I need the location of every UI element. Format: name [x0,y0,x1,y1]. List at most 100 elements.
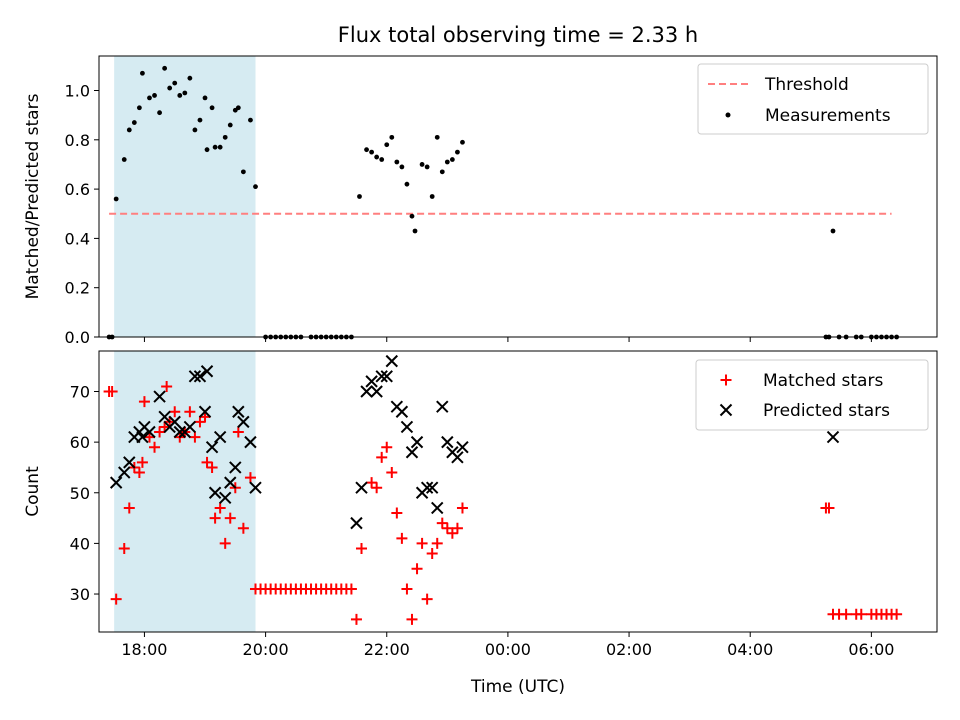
measurements-point [152,93,157,98]
measurements-point [357,194,362,199]
measurements-point [419,162,425,167]
x-tick-label: 02:00 [606,640,652,659]
measurements-point [113,196,119,202]
measurements-point [374,154,380,160]
matched-stars-point [161,380,173,392]
predicted-stars-point [109,476,123,489]
measurements-point [131,120,137,125]
x-tick-label: 20:00 [243,640,289,659]
legend-marker [719,403,733,417]
matched-stars-point [891,608,903,620]
matched-stars-point [371,482,383,494]
y-tick-label: 70 [70,383,90,402]
predicted-stars-point [188,370,202,383]
bottom-legend: Matched stars Predicted stars [695,359,929,431]
bottom-y-axis-label: Count [23,466,43,517]
measurements-point [126,127,132,133]
matched-stars-point [189,431,201,443]
measurements-point [140,70,145,76]
predicted-stars-point [143,425,156,439]
matched-stars-point [219,537,231,549]
matched-stars-point [138,396,150,408]
predicted-stars-point [237,415,250,429]
measurements-point [121,157,127,162]
predicted-stars-point [410,435,424,449]
y-tick-label: 0.6 [65,180,90,199]
matched-stars-point [244,472,256,484]
predicted-stars-point [224,476,237,489]
matched-stars-point [446,527,458,539]
predicted-stars-point [456,440,469,454]
predicted-stars-point [441,435,454,449]
matched-stars-point [381,441,393,453]
matched-stars-point [431,537,443,549]
predicted-stars-point [213,430,227,444]
measurements-point [167,85,173,91]
matched-stars-point [401,583,413,595]
bottom-axes-frame [98,350,938,633]
predicted-stars-point [451,451,464,464]
matched-stars-point [194,416,206,428]
matched-stars-point [106,386,118,398]
matched-stars-point [149,441,161,453]
predicted-stars-point [350,516,363,530]
measurements-point [389,134,395,140]
measurements-point [212,144,218,150]
matched-stars-point [451,522,463,534]
matched-stars-point [456,502,468,514]
measurements-point [449,157,455,162]
matched-stars-point [184,406,196,418]
legend-predicted-label: Predicted stars [763,401,890,421]
y-tick-label: 30 [70,585,90,604]
measurements-point [394,159,400,165]
observing-time-shade [114,56,256,337]
predicted-stars-point [218,491,232,505]
measurements-point [204,147,210,153]
measurements-point [253,184,258,190]
measurements-point [379,157,385,162]
measurements-point [187,75,193,81]
predicted-stars-point [375,370,388,383]
predicted-stars-point [123,456,136,469]
predicted-stars-point [198,405,212,418]
measurements-point [136,105,142,111]
measurements-point [192,127,198,133]
measurements-point [197,117,203,123]
matched-stars-point [345,583,357,595]
measurements-point [399,164,405,170]
measurements-point [209,105,215,111]
predicted-stars-point [826,430,840,444]
predicted-stars-point [249,481,262,494]
measurements-point [182,90,188,96]
predicted-stars-point [395,405,409,418]
top-legend: Threshold Measurements [697,63,929,135]
predicted-stars-point [200,365,214,378]
matched-stars-point [214,502,226,514]
observing-time-shade [114,351,256,632]
measurements-point [455,149,460,155]
bottom-legend-box [695,359,929,431]
y-tick-label: 50 [70,484,90,503]
predicted-stars-point [229,461,242,474]
matched-stars-point [136,456,148,468]
x-axis-label: Time (UTC) [470,677,565,697]
matched-stars-point [356,542,368,554]
predicted-stars-point [355,481,368,494]
predicted-stars-point [385,354,399,368]
predicted-stars-point [400,420,414,434]
matched-stars-point [396,532,408,544]
predicted-stars-point [208,486,222,499]
matched-stars-point [436,517,448,529]
matched-stars-point [237,522,249,534]
x-tick-label: 00:00 [485,640,531,659]
top-legend-box [697,63,929,135]
predicted-stars-point [370,385,383,398]
matched-stars-point [206,461,218,473]
measurements-point [434,134,440,140]
y-tick-label: 0.8 [65,131,90,150]
predicted-stars-point [425,481,439,494]
legend-measurements-label: Measurements [765,106,891,126]
predicted-stars-point [420,481,434,494]
predicted-stars-point [136,430,149,444]
measurements-point [384,142,390,148]
